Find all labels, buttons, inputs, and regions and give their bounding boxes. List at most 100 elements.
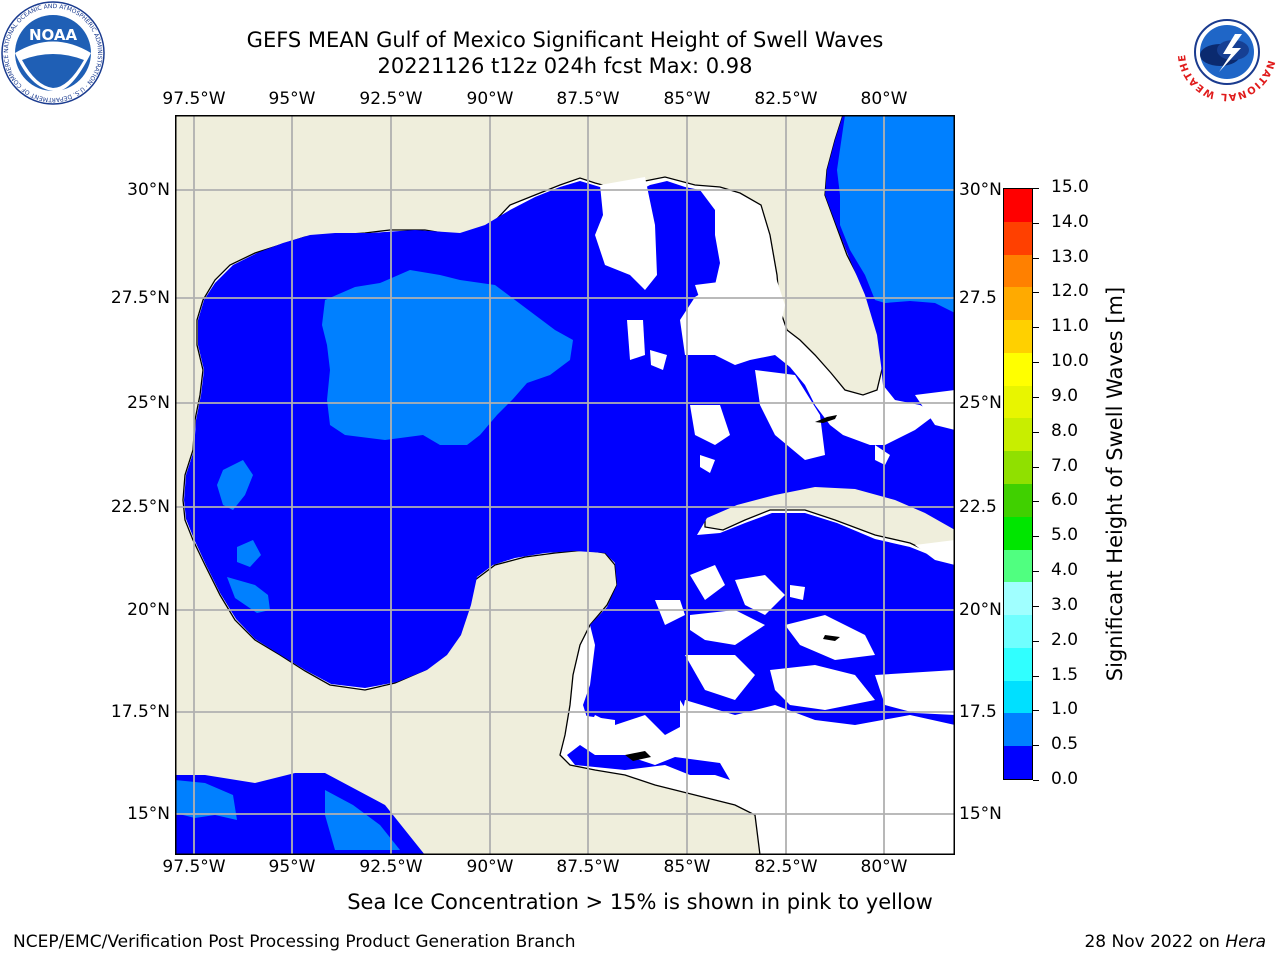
colorbar-segment xyxy=(1004,582,1032,616)
colorbar-segment xyxy=(1004,746,1032,779)
footer-date: 28 Nov 2022 on Hera xyxy=(1084,932,1266,952)
colorbar-tick-mark xyxy=(1033,188,1039,189)
colorbar-tick-mark xyxy=(1033,710,1039,712)
lon-label-top: 90°W xyxy=(466,89,514,109)
lat-label-left: 25°N xyxy=(127,393,170,413)
colorbar-segment xyxy=(1004,320,1032,353)
colorbar-tick-label: 2.0 xyxy=(1051,629,1079,650)
lon-label-top: 87.5°W xyxy=(556,89,620,109)
colorbar-tick-label: 1.5 xyxy=(1051,664,1079,685)
swell-west-patch xyxy=(227,577,270,613)
colorbar-tick-label: 0.0 xyxy=(1051,769,1079,789)
colorbar-segment xyxy=(1004,352,1032,386)
lat-label-left: 22.5°N xyxy=(110,497,170,517)
colorbar-tick-label: 11.0 xyxy=(1051,316,1089,337)
colorbar-tick-mark xyxy=(1033,780,1039,781)
colorbar-tick-label: 13.0 xyxy=(1051,246,1089,267)
colorbar-tick-mark xyxy=(1033,571,1039,573)
lon-label-top: 85°W xyxy=(663,89,711,109)
noaa-text: NOAA xyxy=(29,26,78,44)
colorbar-tick-mark xyxy=(1033,675,1039,677)
colorbar-tick-label: 6.0 xyxy=(1051,490,1079,511)
lat-label-left: 30°N xyxy=(127,180,170,200)
colorbar-tick-label: 0.5 xyxy=(1051,734,1079,755)
colorbar-segment xyxy=(1004,680,1032,714)
colorbar-segment xyxy=(1004,516,1032,550)
colorbar-tick-mark xyxy=(1033,431,1039,433)
colorbar-tick-label: 12.0 xyxy=(1051,281,1089,302)
sea-ice-note: Sea Ice Concentration > 15% is shown in … xyxy=(347,890,933,914)
colorbar-segment xyxy=(1004,188,1032,222)
colorbar-segment xyxy=(1004,385,1032,419)
colorbar-segment xyxy=(1004,254,1032,288)
colorbar xyxy=(1003,188,1033,780)
lat-label-right: 22.5 xyxy=(959,497,997,517)
colorbar-tick-label: 4.0 xyxy=(1051,560,1079,581)
colorbar-tick-mark xyxy=(1033,222,1039,224)
colorbar-tick-mark xyxy=(1033,745,1039,747)
colorbar-segment xyxy=(1004,221,1032,255)
swell-caribbean-patch xyxy=(325,790,400,850)
colorbar-tick-label: 8.0 xyxy=(1051,420,1079,441)
lon-label-top: 97.5°W xyxy=(162,89,226,109)
colorbar-tick-label: 5.0 xyxy=(1051,525,1079,546)
colorbar-tick-label: 14.0 xyxy=(1051,211,1089,232)
lat-label-left: 15°N xyxy=(127,804,170,824)
colorbar-tick-mark xyxy=(1033,536,1039,538)
lat-label-right: 20°N xyxy=(959,600,1002,620)
colorbar-tick-label: 15.0 xyxy=(1051,177,1089,197)
colorbar-tick-label: 3.0 xyxy=(1051,594,1079,615)
colorbar-tick-mark xyxy=(1033,466,1039,468)
colorbar-segment xyxy=(1004,287,1032,321)
lon-label-bottom: 90°W xyxy=(466,857,514,877)
colorbar-tick-mark xyxy=(1033,501,1039,503)
colorbar-tick-mark xyxy=(1033,257,1039,259)
lat-label-right: 27.5 xyxy=(959,288,997,308)
colorbar-segment xyxy=(1004,713,1032,747)
colorbar-segment xyxy=(1004,418,1032,452)
map-grid xyxy=(175,115,955,855)
footer-date-text: 28 Nov 2022 on xyxy=(1084,932,1226,952)
lon-label-bottom: 85°W xyxy=(663,857,711,877)
colorbar-tick-mark xyxy=(1033,362,1039,364)
colorbar-tick-label: 1.0 xyxy=(1051,699,1079,720)
lat-label-left: 17.5°N xyxy=(110,702,170,722)
chart-subtitle: 20221126 t12z 024h fcst Max: 0.98 xyxy=(377,54,753,78)
small-islands xyxy=(625,415,840,761)
lat-label-left: 20°N xyxy=(127,600,170,620)
noaa-logo: NATIONAL OCEANIC AND ATMOSPHERIC ADMINIS… xyxy=(1,1,105,105)
colorbar-tick-label: 9.0 xyxy=(1051,385,1079,406)
map-canvas xyxy=(175,115,955,855)
lon-label-bottom: 82.5°W xyxy=(754,857,818,877)
lon-label-top: 92.5°W xyxy=(359,89,423,109)
nws-logo: NATIONAL WEATHER SERVICE xyxy=(1175,0,1277,102)
colorbar-tick-mark xyxy=(1033,396,1039,398)
swell-caribbean-patch xyxy=(175,780,237,820)
swell-west-patch xyxy=(217,460,253,510)
lon-label-top: 80°W xyxy=(860,89,908,109)
lon-label-bottom: 97.5°W xyxy=(162,857,226,877)
colorbar-segment xyxy=(1004,647,1032,681)
colorbar-segment xyxy=(1004,483,1032,517)
lat-label-right: 15°N xyxy=(959,804,1002,824)
colorbar-tick-label: 10.0 xyxy=(1051,351,1089,372)
lon-label-bottom: 92.5°W xyxy=(359,857,423,877)
colorbar-segment xyxy=(1004,615,1032,648)
lat-label-right: 30°N xyxy=(959,180,1002,200)
lon-label-top: 82.5°W xyxy=(754,89,818,109)
lon-label-bottom: 80°W xyxy=(860,857,908,877)
footer-branch: NCEP/EMC/Verification Post Processing Pr… xyxy=(13,932,576,952)
colorbar-segment xyxy=(1004,549,1032,583)
lon-label-bottom: 87.5°W xyxy=(556,857,620,877)
swell-0.5-1m-regions xyxy=(175,115,955,850)
colorbar-tick-mark xyxy=(1033,292,1039,294)
swell-west-patch xyxy=(237,540,261,567)
colorbar-tick-mark xyxy=(1033,605,1039,607)
footer-machine: Hera xyxy=(1225,932,1266,952)
colorbar-tick-mark xyxy=(1033,640,1039,642)
chart-title: GEFS MEAN Gulf of Mexico Significant Hei… xyxy=(246,28,884,52)
no-data-patches xyxy=(580,177,955,755)
map-frame xyxy=(175,115,955,855)
swell-central-gulf xyxy=(322,270,573,445)
lon-label-bottom: 95°W xyxy=(268,857,316,877)
